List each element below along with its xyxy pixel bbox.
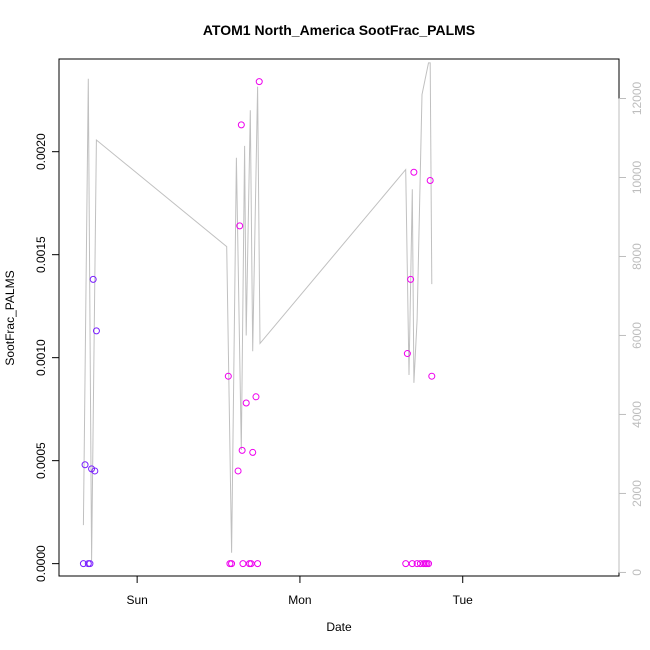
y2-tick-label: 6000 [630, 322, 644, 349]
y2-tick-label: 2000 [630, 480, 644, 507]
data-point [81, 461, 89, 469]
y2-tick-label: 10000 [630, 160, 644, 194]
data-point [224, 372, 232, 380]
x-tick-label: Mon [288, 593, 311, 607]
data-point [252, 393, 260, 401]
y-tick-label: 0.0000 [34, 545, 48, 582]
data-point [426, 177, 434, 185]
data-point [86, 560, 94, 568]
y2-tick-label: 8000 [630, 243, 644, 270]
data-point [413, 560, 421, 568]
y2-tick-label: 4000 [630, 401, 644, 428]
line-series-group [82, 62, 433, 561]
data-point [247, 560, 255, 568]
data-point [79, 560, 87, 568]
y-axis: 0.0000 0.0005 0.0010 0.0015 0.0020 [34, 133, 60, 582]
y-tick-label: 0.0015 [34, 236, 48, 273]
y-tick-label: 0.0010 [34, 339, 48, 376]
data-point [236, 222, 244, 230]
x-tick-label: Sun [126, 593, 147, 607]
y-tick-label: 0.0020 [34, 133, 48, 170]
data-point [425, 560, 433, 568]
y-axis-label: SootFrac_PALMS [3, 270, 17, 365]
data-point [238, 446, 246, 454]
data-point [402, 560, 410, 568]
point-series-group [79, 78, 436, 568]
data-point [403, 350, 411, 358]
data-point [408, 560, 416, 568]
data-point [91, 467, 99, 475]
data-point [237, 121, 245, 129]
data-point [407, 275, 415, 283]
x-axis: Sun Mon Tue [126, 575, 474, 607]
x-axis-label: Date [326, 620, 352, 634]
data-point [228, 560, 236, 568]
plot-frame [58, 58, 620, 577]
data-point [249, 448, 257, 456]
data-point [428, 372, 436, 380]
data-point [89, 275, 97, 283]
chart-title: ATOM1 North_America SootFrac_PALMS [203, 22, 475, 38]
data-point [416, 560, 424, 568]
y2-tick-label: 0 [630, 569, 644, 576]
line-series [82, 62, 433, 561]
data-point [255, 78, 263, 86]
data-point [254, 560, 262, 568]
data-point [242, 399, 250, 407]
data-point [234, 467, 242, 475]
y2-axis: 0 2000 4000 6000 8000 10000 12000 [618, 81, 644, 576]
x-tick-label: Tue [453, 593, 474, 607]
data-point [92, 327, 100, 335]
y2-tick-label: 12000 [630, 81, 644, 115]
data-point [239, 560, 247, 568]
data-point [410, 168, 418, 176]
y-tick-label: 0.0005 [34, 442, 48, 479]
